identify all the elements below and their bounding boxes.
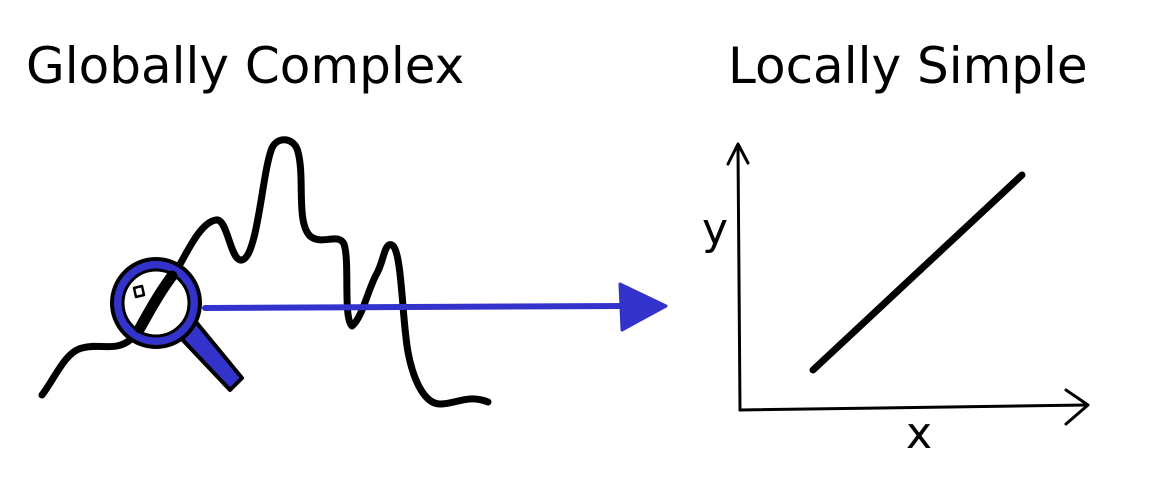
y-axis-line [736, 146, 742, 412]
y-axis-arrowhead [726, 142, 750, 166]
x-axis-label: x [906, 408, 932, 459]
arrow-shaft [202, 303, 628, 311]
local-plot-axes [726, 142, 1090, 426]
locally-simple-title: Locally Simple [728, 37, 1088, 95]
y-axis-label: y [702, 204, 728, 255]
x-axis-line [738, 403, 1088, 412]
right-arrow-icon [202, 282, 668, 332]
arrow-head [618, 282, 668, 332]
lens-glint [132, 284, 146, 299]
x-axis-arrowhead [1064, 388, 1090, 426]
complex-function-curve [38, 136, 492, 408]
linear-approximation-line [809, 171, 1026, 374]
globally-complex-title: Globally Complex [26, 37, 465, 95]
magnified-curve-segment [134, 270, 178, 334]
magnifying-glass-icon [110, 257, 244, 392]
